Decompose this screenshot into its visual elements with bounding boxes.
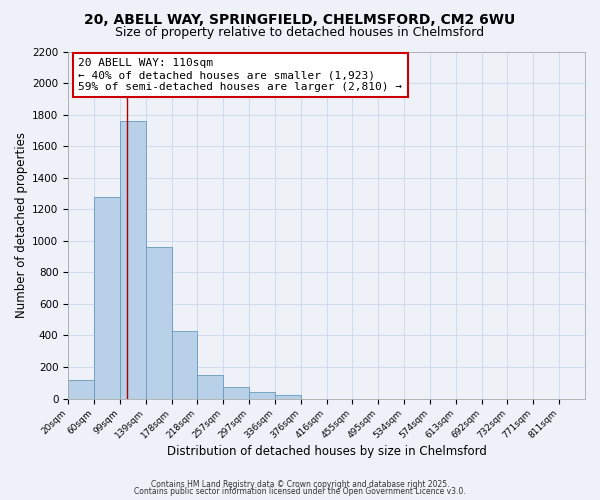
Bar <box>94 196 120 398</box>
Bar <box>223 386 249 398</box>
Bar <box>197 375 223 398</box>
X-axis label: Distribution of detached houses by size in Chelmsford: Distribution of detached houses by size … <box>167 444 487 458</box>
Text: 20, ABELL WAY, SPRINGFIELD, CHELMSFORD, CM2 6WU: 20, ABELL WAY, SPRINGFIELD, CHELMSFORD, … <box>85 12 515 26</box>
Text: Size of property relative to detached houses in Chelmsford: Size of property relative to detached ho… <box>115 26 485 39</box>
Bar <box>172 330 197 398</box>
Text: 20 ABELL WAY: 110sqm
← 40% of detached houses are smaller (1,923)
59% of semi-de: 20 ABELL WAY: 110sqm ← 40% of detached h… <box>79 58 403 92</box>
Bar <box>275 394 301 398</box>
Bar <box>120 121 146 398</box>
Text: Contains HM Land Registry data © Crown copyright and database right 2025.: Contains HM Land Registry data © Crown c… <box>151 480 449 489</box>
Bar <box>68 380 94 398</box>
Bar <box>146 247 172 398</box>
Y-axis label: Number of detached properties: Number of detached properties <box>15 132 28 318</box>
Text: Contains public sector information licensed under the Open Government Licence v3: Contains public sector information licen… <box>134 488 466 496</box>
Bar <box>249 392 275 398</box>
